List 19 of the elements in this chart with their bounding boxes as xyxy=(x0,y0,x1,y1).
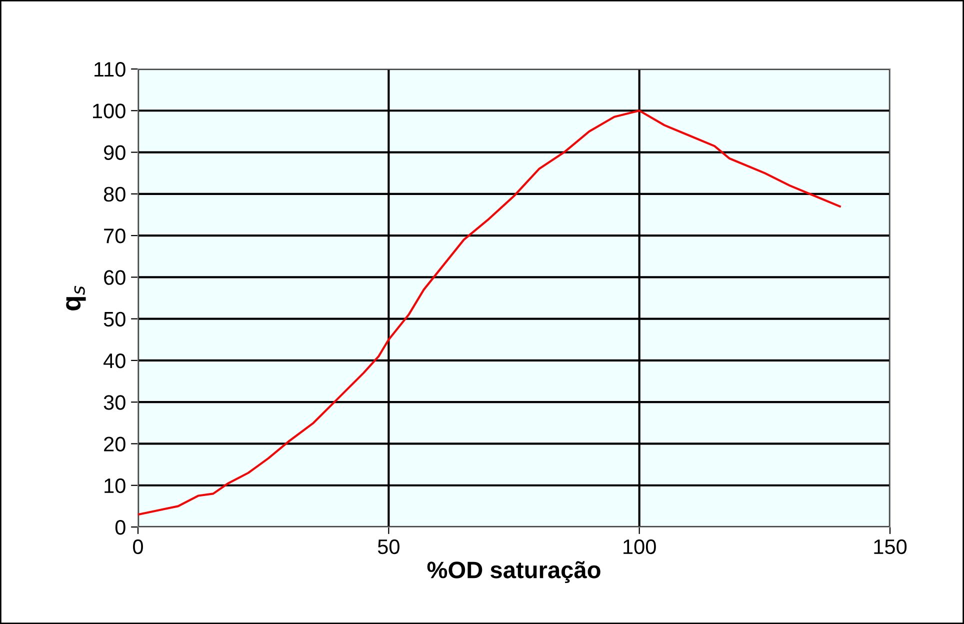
y-tick-label: 110 xyxy=(94,62,126,77)
y-tick-label: 10 xyxy=(104,478,126,494)
y-tick-label: 60 xyxy=(104,270,126,285)
y-tick-label: 100 xyxy=(93,104,126,118)
y-tick-label: 20 xyxy=(104,436,126,452)
line-series xyxy=(138,110,841,516)
x-tick-label: 0 xyxy=(133,539,143,554)
x-tick-label: 100 xyxy=(624,539,656,554)
y-tick-label: 90 xyxy=(104,145,126,160)
y-axis-title: q$_{s}$ xyxy=(66,286,86,310)
y-tick-label: 40 xyxy=(104,353,126,368)
y-tick-label: 80 xyxy=(104,186,126,202)
x-tick-label: 150 xyxy=(874,539,907,554)
y-tick-label: 0 xyxy=(115,520,126,535)
x-tick-label: 50 xyxy=(378,539,400,554)
y-tick-label: 50 xyxy=(104,312,126,327)
y-tick-label: 30 xyxy=(104,395,126,410)
x-axis-title: %OD saturação xyxy=(427,561,600,584)
y-tick-label: 70 xyxy=(104,228,126,244)
